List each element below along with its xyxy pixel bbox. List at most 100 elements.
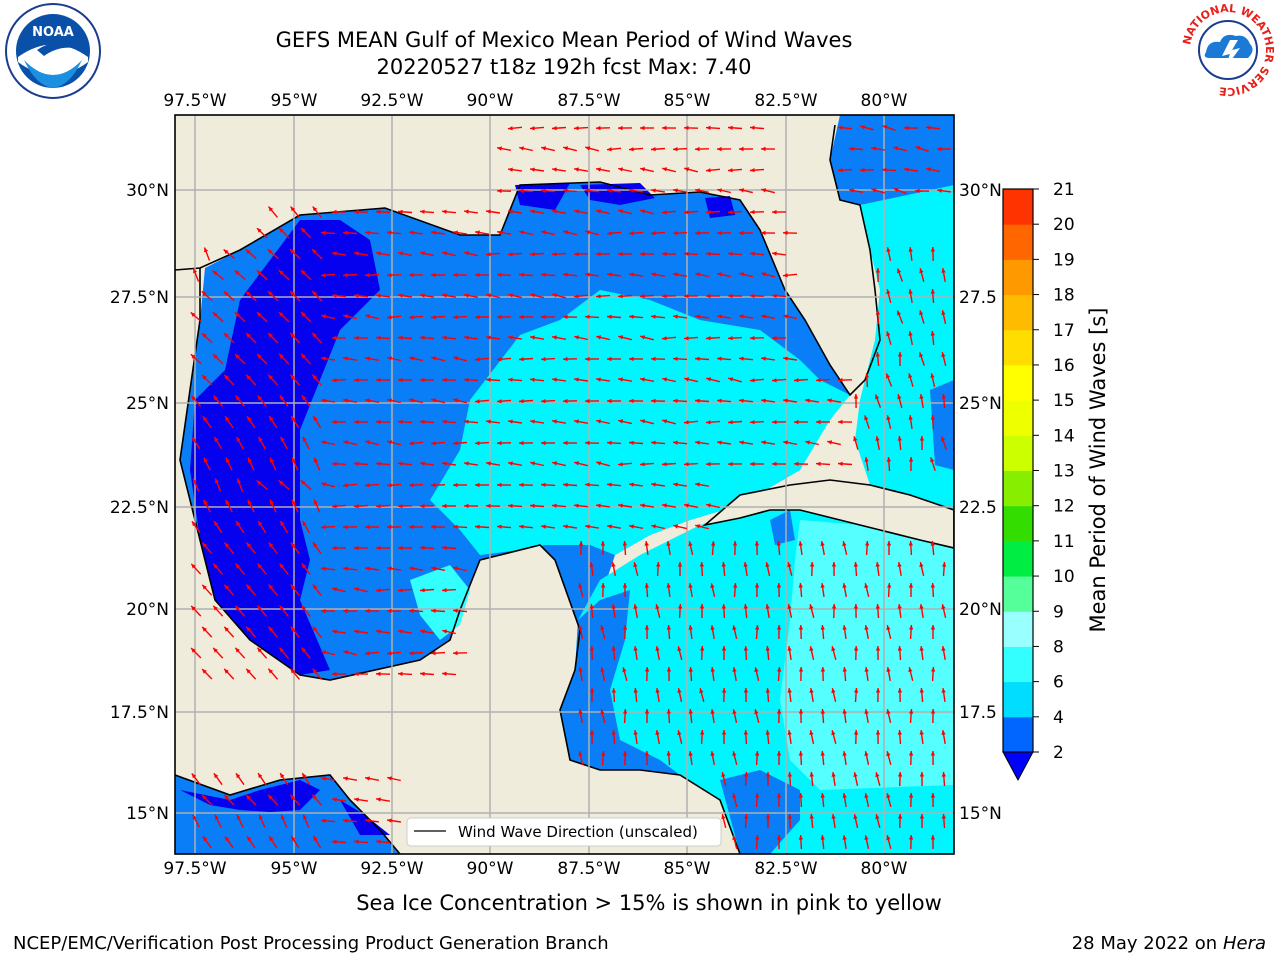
arrow-head — [578, 709, 583, 714]
colorbar-tick-label: 20 — [1053, 215, 1075, 235]
arrow-head — [343, 650, 349, 655]
arrow-head — [343, 608, 348, 614]
arrow-head — [365, 440, 371, 445]
arrow-head — [519, 482, 524, 488]
arrow-head — [919, 310, 924, 316]
arrow-head — [842, 709, 847, 714]
gulf-water — [180, 182, 850, 680]
arrow-head — [398, 461, 403, 466]
arrow-head — [257, 647, 262, 653]
arrow-head — [666, 709, 671, 714]
arrow-head — [475, 524, 480, 529]
arrow-head — [193, 268, 198, 274]
arrow-head — [376, 839, 381, 844]
arrow-head — [750, 168, 755, 173]
arrow-head — [376, 545, 381, 551]
arrow-head — [224, 584, 229, 590]
arrow-head — [744, 772, 749, 777]
lat-label: 22.5°N — [110, 498, 169, 518]
arrow-head — [497, 188, 502, 194]
arrow-head — [673, 188, 678, 193]
lon-label: 80°W — [861, 91, 908, 111]
arrow-head — [376, 588, 381, 593]
arrow-head — [695, 482, 700, 487]
arrow-head — [332, 839, 337, 844]
arrow-head — [684, 377, 690, 382]
colorbar-segment — [1003, 470, 1033, 507]
noaa-logo: NOAA — [5, 3, 101, 99]
arrow-head — [673, 482, 678, 487]
arrow-head — [942, 562, 947, 567]
arrow-head — [420, 251, 426, 256]
arrow-head — [563, 440, 568, 446]
arrow-head — [875, 394, 880, 400]
arrow-head — [733, 583, 738, 588]
arrow-head — [600, 625, 605, 631]
arrow-head — [640, 294, 645, 299]
arrow-head — [519, 230, 524, 235]
arrow-head — [750, 378, 755, 383]
arrow-head — [321, 398, 326, 403]
arrow-head — [611, 646, 616, 651]
arrow-head — [765, 562, 770, 567]
arrow-head — [640, 419, 646, 424]
arrow-head — [875, 562, 880, 567]
arrow-head — [574, 377, 579, 382]
arrow-head — [191, 395, 196, 401]
arrow-head — [864, 793, 869, 798]
arrow-head — [677, 562, 683, 567]
arrow-head — [886, 667, 891, 672]
arrow-head — [387, 524, 392, 530]
arrow-head — [508, 252, 513, 257]
arrow-head — [596, 335, 602, 340]
arrow-head — [585, 314, 590, 319]
arrow-head — [354, 671, 359, 677]
arrow-head — [464, 293, 469, 298]
arrow-head — [721, 646, 727, 651]
arrow-head — [765, 730, 770, 735]
arrow-head — [236, 436, 241, 442]
arrow-head — [578, 667, 583, 672]
arrow-head — [301, 395, 307, 401]
arrow-head — [798, 709, 804, 714]
arrow-head — [387, 818, 392, 823]
arrow-head — [772, 335, 777, 341]
arrow-head — [519, 524, 524, 529]
arrow-head — [787, 604, 792, 609]
arrow-head — [596, 461, 602, 466]
arrow-head — [519, 146, 524, 151]
arrow-head — [941, 394, 946, 399]
arrow-head — [783, 314, 788, 319]
arrow-head — [842, 835, 847, 840]
arrow-head — [269, 836, 274, 842]
arrow-head — [732, 793, 737, 799]
arrow-head — [600, 709, 605, 715]
arrow-head — [618, 335, 624, 340]
arrow-head — [431, 608, 436, 613]
arrow-head — [695, 314, 700, 319]
arrow-head — [235, 647, 240, 653]
arrow-head — [864, 667, 869, 672]
arrow-head — [772, 461, 777, 467]
arrow-head — [321, 356, 326, 361]
arrow-head — [623, 709, 628, 714]
arrow-head — [398, 671, 403, 676]
arrow-head — [743, 604, 748, 609]
colorbar-segment — [1003, 435, 1033, 471]
arrow-head — [640, 125, 645, 131]
arrow-head — [508, 167, 513, 172]
arrow-head — [776, 709, 782, 714]
arrow-head — [754, 667, 759, 673]
arrow-head — [684, 293, 689, 299]
arrow-head — [842, 583, 847, 588]
arrow-head — [717, 356, 722, 361]
arrow-head — [578, 541, 584, 546]
arrow-head — [225, 499, 230, 505]
colorbar-segment — [1003, 505, 1033, 542]
arrow-head — [633, 562, 638, 568]
arrow-head — [486, 503, 491, 509]
arrow-head — [662, 377, 667, 382]
arrow-head — [886, 709, 891, 715]
arrow-head — [258, 521, 263, 526]
arrow-head — [475, 272, 480, 278]
